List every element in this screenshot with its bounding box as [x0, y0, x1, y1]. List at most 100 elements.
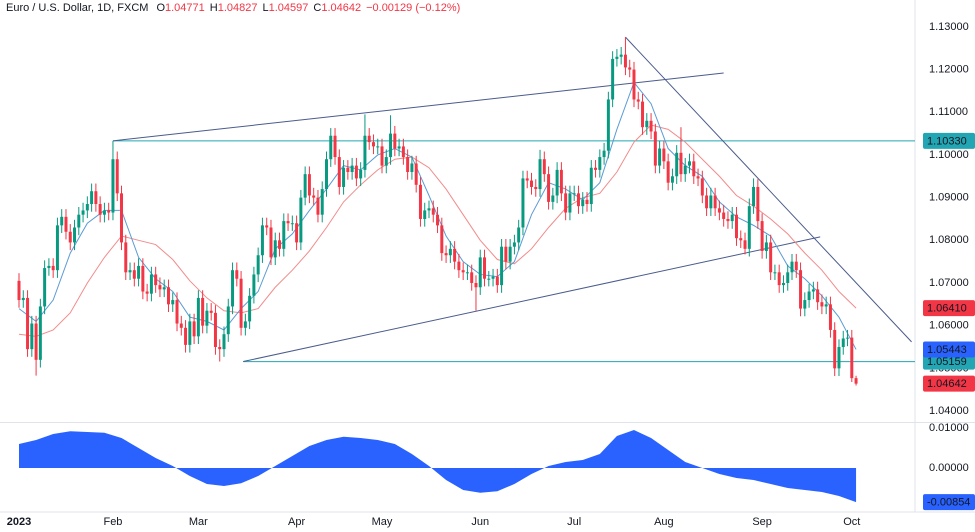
x-tick-label: Apr	[288, 516, 305, 528]
candle-body	[34, 323, 38, 360]
candle-body	[658, 148, 662, 166]
trend-line	[625, 36, 912, 343]
candle-body	[628, 67, 632, 70]
candle-body	[457, 261, 461, 271]
candle-body	[483, 257, 487, 279]
candle-body	[320, 189, 324, 215]
candle-body	[265, 225, 269, 228]
candle-body	[47, 265, 51, 269]
candle-body	[337, 157, 341, 187]
candle-body	[107, 210, 111, 213]
x-tick-label: Feb	[103, 516, 122, 528]
candle-body	[73, 227, 77, 243]
symbol: Euro / U.S. Dollar, 1D, FXCM	[6, 2, 149, 14]
candle-body	[295, 223, 299, 243]
candle-body	[547, 174, 551, 202]
candle-body	[521, 178, 525, 228]
y-tick-label: 1.10000	[929, 149, 969, 161]
candle-body	[572, 193, 576, 195]
candle-body	[342, 167, 346, 187]
ohlc-label: L	[262, 2, 269, 14]
candle-body	[21, 297, 25, 301]
candle-body	[440, 225, 444, 254]
candle-body	[273, 240, 277, 258]
candle-body	[444, 253, 448, 256]
candle-body	[585, 199, 589, 205]
ohlc-label: C	[313, 2, 322, 14]
candle-body	[350, 165, 354, 173]
y-tick-label: 1.09000	[929, 192, 969, 204]
candle-body	[470, 272, 474, 283]
candle-body	[85, 204, 89, 211]
candle-body	[705, 195, 709, 209]
price-label: 1.10330	[927, 135, 967, 147]
candle-body	[128, 270, 132, 273]
y-tick-label: 1.12000	[929, 63, 969, 75]
candle-body	[653, 131, 657, 166]
candle-body	[828, 304, 832, 330]
candle-body	[43, 268, 47, 307]
candle-body	[790, 261, 794, 273]
candle-body	[26, 297, 30, 350]
candle-body	[474, 282, 478, 288]
candle-body	[427, 208, 431, 211]
y-tick-label: 0.01000	[929, 422, 969, 434]
candle-body	[564, 193, 568, 213]
candle-body	[777, 272, 781, 286]
candle-body	[102, 210, 106, 215]
candle-body	[538, 159, 542, 190]
candle-body	[209, 310, 213, 313]
candle-body	[551, 195, 555, 202]
ohlc-label: O	[156, 2, 165, 14]
candle-body	[303, 174, 307, 198]
candle-body	[841, 338, 845, 348]
candle-body	[213, 312, 217, 348]
candle-body	[453, 248, 457, 262]
candle-body	[675, 152, 679, 177]
x-tick-label: May	[372, 516, 393, 528]
candle-body	[589, 167, 593, 205]
candle-body	[282, 221, 286, 249]
candle-body	[517, 227, 521, 243]
candle-body	[278, 240, 282, 249]
candle-body	[307, 174, 311, 196]
candle-body	[465, 272, 469, 274]
candle-body	[30, 323, 34, 350]
y-tick-label: 1.04000	[929, 405, 969, 417]
candle-body	[81, 210, 85, 215]
price-label: 1.05159	[927, 356, 967, 368]
candle-body	[722, 212, 726, 219]
candle-body	[508, 246, 512, 262]
candle-body	[581, 199, 585, 207]
candle-body	[534, 186, 538, 190]
candle-body	[747, 206, 751, 249]
candle-body	[726, 218, 730, 222]
candle-body	[286, 221, 290, 224]
candle-body	[525, 178, 529, 181]
price-label-box	[923, 300, 975, 317]
candle-body	[512, 242, 516, 247]
candle-body	[820, 302, 824, 307]
candle-body	[137, 265, 141, 279]
candle-body	[393, 133, 397, 149]
candle-body	[645, 120, 649, 128]
candle-body	[670, 176, 674, 183]
candle-body	[401, 146, 405, 158]
candle-body	[615, 56, 619, 59]
y-tick-label: 1.06000	[929, 320, 969, 332]
candle-body	[192, 321, 196, 337]
ohlc-value: 1.04597	[268, 2, 309, 14]
candle-body	[837, 347, 841, 369]
y-tick-label: 0.00000	[929, 462, 969, 474]
candle-body	[166, 287, 170, 305]
candle-body	[743, 240, 747, 249]
price-label-box	[923, 341, 975, 358]
candle-body	[60, 216, 64, 226]
candle-body	[145, 291, 149, 294]
x-tick-label: 2023	[7, 516, 31, 528]
candle-body	[641, 101, 645, 128]
candle-body	[623, 54, 627, 68]
candle-body	[231, 270, 235, 307]
